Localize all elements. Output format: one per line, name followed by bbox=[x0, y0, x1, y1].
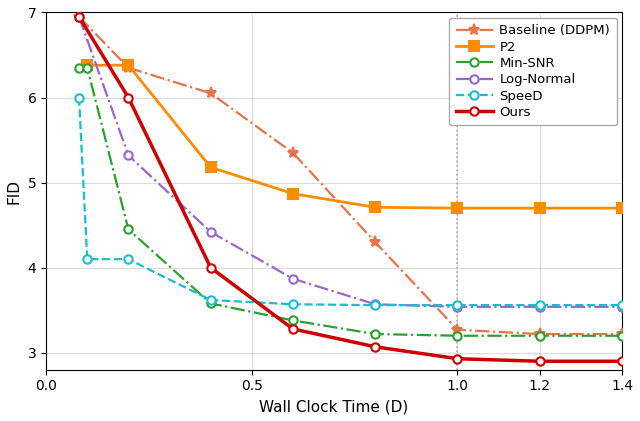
P2 bbox=[83, 63, 91, 68]
SpeeD bbox=[454, 303, 461, 308]
Ours bbox=[371, 344, 379, 349]
Baseline (DDPM) bbox=[371, 240, 379, 245]
Legend: Baseline (DDPM), P2, Min-SNR, Log-Normal, SpeeD, Ours: Baseline (DDPM), P2, Min-SNR, Log-Normal… bbox=[449, 18, 617, 125]
P2 bbox=[125, 63, 132, 68]
Baseline (DDPM) bbox=[454, 327, 461, 332]
Min-SNR bbox=[75, 65, 83, 70]
Ours bbox=[536, 359, 543, 364]
X-axis label: Wall Clock Time (D): Wall Clock Time (D) bbox=[259, 399, 409, 414]
SpeeD bbox=[618, 303, 626, 308]
Log-Normal bbox=[371, 302, 379, 307]
Log-Normal bbox=[618, 304, 626, 309]
P2 bbox=[207, 165, 214, 170]
Min-SNR bbox=[125, 227, 132, 232]
Baseline (DDPM) bbox=[207, 91, 214, 96]
Baseline (DDPM) bbox=[75, 14, 83, 19]
Ours bbox=[125, 95, 132, 100]
Line: Log-Normal: Log-Normal bbox=[75, 13, 626, 311]
Line: Min-SNR: Min-SNR bbox=[75, 64, 626, 340]
Line: Baseline (DDPM): Baseline (DDPM) bbox=[74, 11, 628, 340]
SpeeD bbox=[536, 303, 543, 308]
Min-SNR bbox=[454, 333, 461, 338]
SpeeD bbox=[207, 298, 214, 303]
Min-SNR bbox=[207, 301, 214, 306]
Line: Ours: Ours bbox=[75, 13, 626, 365]
Ours bbox=[207, 265, 214, 270]
Min-SNR bbox=[83, 65, 91, 70]
Log-Normal bbox=[125, 153, 132, 158]
P2 bbox=[618, 205, 626, 210]
Y-axis label: FID: FID bbox=[7, 179, 22, 204]
Baseline (DDPM) bbox=[125, 65, 132, 70]
Log-Normal bbox=[75, 14, 83, 19]
Line: SpeeD: SpeeD bbox=[75, 93, 626, 309]
Min-SNR bbox=[618, 333, 626, 338]
Log-Normal bbox=[207, 229, 214, 234]
Line: P2: P2 bbox=[83, 60, 627, 213]
Baseline (DDPM) bbox=[536, 331, 543, 336]
Min-SNR bbox=[371, 331, 379, 336]
Log-Normal bbox=[454, 304, 461, 309]
Min-SNR bbox=[289, 318, 297, 323]
Baseline (DDPM) bbox=[618, 331, 626, 336]
SpeeD bbox=[289, 302, 297, 307]
Log-Normal bbox=[536, 304, 543, 309]
Ours bbox=[289, 326, 297, 331]
P2 bbox=[289, 191, 297, 196]
SpeeD bbox=[371, 303, 379, 308]
SpeeD bbox=[75, 95, 83, 100]
Min-SNR bbox=[536, 333, 543, 338]
P2 bbox=[371, 205, 379, 210]
Baseline (DDPM) bbox=[289, 150, 297, 155]
Log-Normal bbox=[289, 276, 297, 281]
Ours bbox=[454, 356, 461, 361]
P2 bbox=[536, 205, 543, 210]
Ours bbox=[75, 14, 83, 19]
SpeeD bbox=[83, 257, 91, 262]
SpeeD bbox=[125, 257, 132, 262]
P2 bbox=[454, 205, 461, 210]
Ours bbox=[618, 359, 626, 364]
